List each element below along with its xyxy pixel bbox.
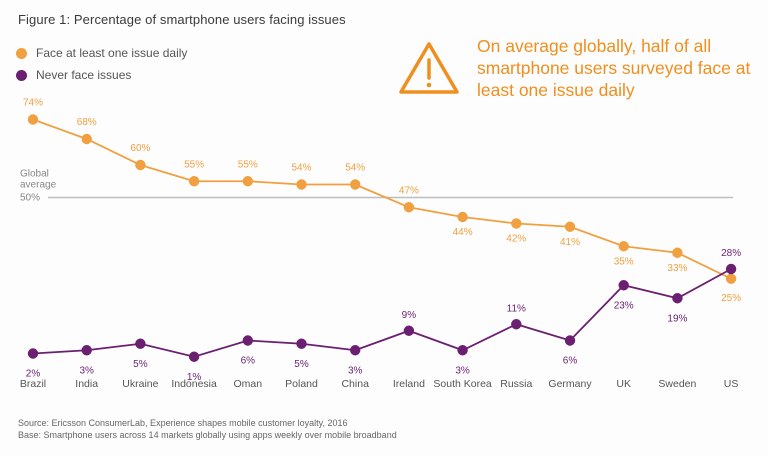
data-label-never: 3% (455, 365, 470, 376)
data-label-daily: 60% (130, 143, 150, 154)
data-label-never: 19% (667, 313, 687, 324)
data-label-never: 3% (348, 365, 363, 376)
data-label-never: 2% (26, 369, 41, 380)
data-label-daily: 47% (399, 185, 419, 196)
data-point-never (564, 335, 576, 346)
legend-item-never: Never face issues (16, 66, 187, 84)
data-point-never (511, 319, 522, 330)
legend-label-daily: Face at least one issue daily (36, 46, 188, 60)
data-label-never: 6% (563, 356, 578, 367)
data-label-daily: 33% (667, 263, 687, 274)
data-label-daily: 68% (77, 117, 97, 128)
x-tick-label: Germany (548, 378, 592, 390)
x-tick-label: China (341, 378, 369, 390)
global-average-label: average (20, 180, 57, 191)
x-tick-label: UK (616, 378, 631, 390)
data-point-daily (188, 176, 200, 187)
legend-item-daily: Face at least one issue daily (16, 44, 187, 62)
x-tick-label: US (724, 378, 739, 390)
data-label-daily: 42% (506, 234, 526, 245)
legend-swatch-daily (16, 47, 27, 59)
x-tick-label: Ireland (393, 378, 425, 390)
footer: Source: Ericsson ConsumerLab, Experience… (18, 417, 397, 441)
data-label-never: 9% (402, 310, 417, 321)
data-label-never: 5% (294, 359, 309, 370)
data-point-daily (27, 114, 39, 125)
data-label-never: 5% (133, 359, 148, 370)
data-label-daily: 55% (184, 159, 204, 170)
callout-text: On average globally, half of all smartph… (477, 36, 751, 100)
data-point-never (135, 338, 146, 349)
data-point-daily (457, 211, 468, 223)
data-point-never (296, 338, 307, 349)
data-label-daily: 44% (453, 227, 473, 238)
data-label-daily: 25% (721, 293, 741, 304)
data-label-daily: 41% (560, 237, 580, 248)
data-point-never (188, 351, 200, 362)
figure-title: Figure 1: Percentage of smartphone users… (18, 12, 346, 27)
data-point-never (457, 345, 468, 356)
x-tick-label: Ukraine (122, 378, 158, 390)
data-point-daily (403, 202, 415, 213)
data-point-daily (350, 179, 361, 190)
x-tick-label: Poland (285, 378, 318, 390)
x-tick-label: Brazil (20, 378, 46, 390)
data-point-never (27, 348, 39, 359)
data-label-never: 11% (507, 303, 526, 314)
data-label-daily: 35% (614, 256, 634, 267)
warning-triangle-icon (399, 42, 459, 94)
x-tick-label: South Korea (433, 378, 492, 390)
data-label-never: 1% (187, 372, 202, 383)
data-point-never (725, 263, 737, 275)
x-tick-label: India (75, 378, 98, 390)
legend: Face at least one issue daily Never face… (16, 44, 187, 88)
legend-label-never: Never face issues (36, 68, 132, 82)
data-point-daily (135, 159, 146, 171)
data-label-daily: 54% (291, 163, 311, 174)
data-label-never: 6% (241, 356, 256, 367)
data-point-never (81, 345, 92, 356)
series-line-daily (32, 118, 732, 280)
data-label-never: 3% (79, 365, 94, 376)
data-label-daily: 54% (345, 163, 365, 174)
data-point-daily (81, 133, 92, 145)
data-point-daily (564, 221, 576, 232)
legend-swatch-never (16, 69, 27, 81)
data-point-daily (618, 241, 629, 252)
data-point-daily (242, 176, 253, 187)
base-note: Base: Smartphone users across 14 markets… (18, 430, 397, 440)
data-point-never (672, 293, 683, 304)
data-point-daily (511, 218, 522, 229)
x-tick-label: Indonesia (171, 378, 217, 390)
data-label-daily: 55% (238, 159, 258, 170)
x-tick-label: Sweden (658, 378, 696, 390)
global-average-value: 50% (20, 193, 40, 204)
x-tick-label: Russia (500, 378, 532, 390)
series-line-never (32, 268, 732, 358)
data-label-daily: 74% (23, 98, 43, 109)
data-point-never (242, 335, 253, 346)
x-tick-label: Oman (234, 378, 263, 390)
data-label-never: 28% (721, 248, 741, 259)
global-average-label: Global (20, 169, 49, 180)
data-point-never (350, 345, 361, 356)
data-point-daily (725, 273, 737, 284)
data-point-never (618, 280, 629, 291)
data-point-daily (672, 247, 683, 258)
source-note: Source: Ericsson ConsumerLab, Experience… (18, 418, 348, 428)
data-point-never (403, 325, 415, 336)
data-point-daily (296, 179, 307, 190)
data-label-never: 23% (614, 300, 634, 311)
